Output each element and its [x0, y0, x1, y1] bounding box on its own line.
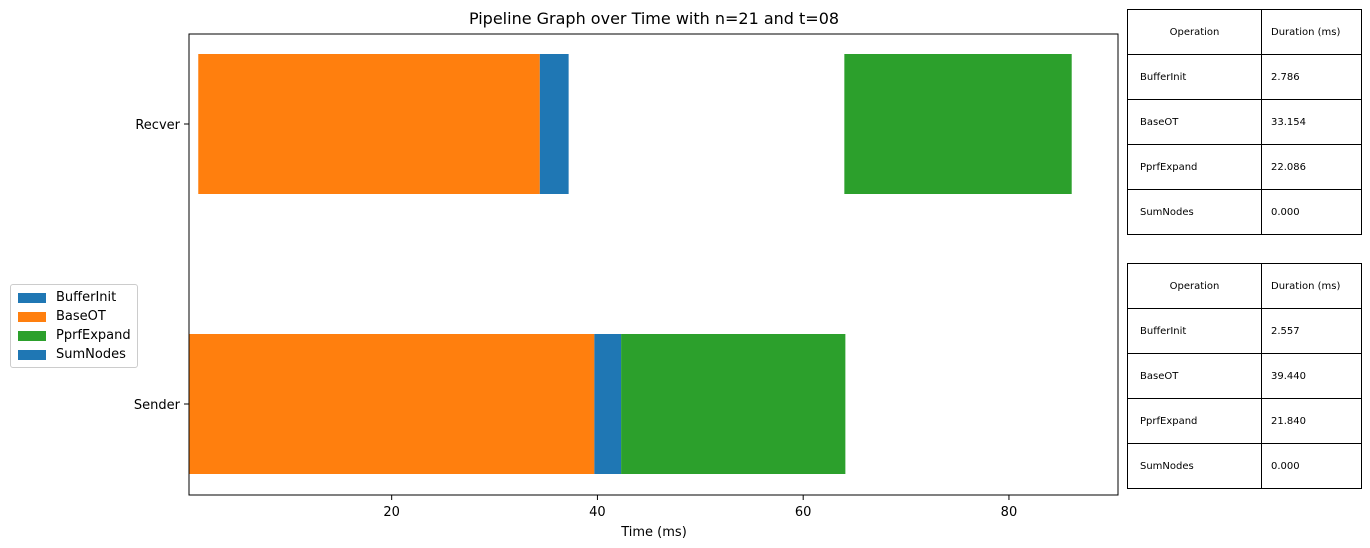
- x-tick-label: 40: [589, 505, 606, 520]
- bar-sender-bufferinit: [594, 334, 622, 474]
- x-tick-label: 60: [795, 505, 812, 520]
- legend-label: BaseOT: [56, 309, 106, 324]
- duration-header: Duration (ms): [1261, 263, 1362, 309]
- y-tick-label-sender: Sender: [134, 398, 181, 413]
- sender-duration-table: Operation Duration (ms) BufferInit 2.557 B…: [1127, 263, 1362, 489]
- legend-label: SumNodes: [56, 347, 126, 362]
- operation-header: Operation: [1127, 9, 1262, 55]
- legend-swatch: [18, 350, 46, 360]
- legend-swatch: [18, 293, 46, 303]
- operation-cell: PprfExpand: [1127, 144, 1262, 190]
- operation-cell: SumNodes: [1127, 443, 1262, 489]
- duration-cell: 21.840: [1261, 398, 1362, 444]
- bar-recver-bufferinit: [539, 54, 569, 194]
- table-row: BaseOT 33.154: [1127, 99, 1362, 145]
- bar-sender-baseot: [189, 334, 595, 474]
- operation-cell: BaseOT: [1127, 99, 1262, 145]
- legend-label: PprfExpand: [56, 328, 131, 343]
- plot-frame: [188, 33, 1119, 496]
- duration-cell: 0.000: [1261, 189, 1362, 235]
- duration-cell: 33.154: [1261, 99, 1362, 145]
- table-row: BaseOT 39.440: [1127, 353, 1362, 399]
- operation-cell: BufferInit: [1127, 54, 1262, 100]
- x-axis-label: Time (ms): [620, 525, 687, 540]
- operation-cell: SumNodes: [1127, 189, 1262, 235]
- duration-header: Duration (ms): [1261, 9, 1362, 55]
- table-row: PprfExpand 21.840: [1127, 398, 1362, 444]
- duration-cell: 2.557: [1261, 308, 1362, 354]
- operation-cell: BaseOT: [1127, 353, 1262, 399]
- chart-title: Pipeline Graph over Time with n=21 and t…: [469, 9, 839, 28]
- recver-duration-table: Operation Duration (ms) BufferInit 2.786 B…: [1127, 9, 1362, 235]
- table-row: SumNodes 0.000: [1127, 189, 1362, 235]
- y-tick-label-recver: Recver: [135, 118, 180, 133]
- legend: BufferInit BaseOT PprfExpand SumNodes: [10, 284, 138, 368]
- pipeline-chart: Pipeline Graph over Time with n=21 and t…: [134, 9, 1119, 540]
- duration-cell: 22.086: [1261, 144, 1362, 190]
- table-row: SumNodes 0.000: [1127, 443, 1362, 489]
- x-tick-label: 80: [1001, 505, 1018, 520]
- duration-cell: 2.786: [1261, 54, 1362, 100]
- duration-cell: 0.000: [1261, 443, 1362, 489]
- operation-cell: BufferInit: [1127, 308, 1262, 354]
- bar-recver-pprfexpand: [844, 54, 1072, 194]
- operation-cell: PprfExpand: [1127, 398, 1262, 444]
- x-axis-ticks: 20 40 60 80: [383, 495, 1017, 520]
- table-row: BufferInit 2.557: [1127, 308, 1362, 354]
- legend-swatch: [18, 312, 46, 322]
- bar-recver-baseot: [198, 54, 540, 194]
- legend-swatch: [18, 331, 46, 341]
- table-row: PprfExpand 22.086: [1127, 144, 1362, 190]
- y-axis-ticks: Recver Sender: [134, 118, 189, 413]
- legend-label: BufferInit: [56, 290, 117, 305]
- table-row: BufferInit 2.786: [1127, 54, 1362, 100]
- bars-group: [189, 54, 1072, 474]
- duration-cell: 39.440: [1261, 353, 1362, 399]
- operation-header: Operation: [1127, 263, 1262, 309]
- bar-sender-pprfexpand: [621, 334, 846, 474]
- x-tick-label: 20: [383, 505, 400, 520]
